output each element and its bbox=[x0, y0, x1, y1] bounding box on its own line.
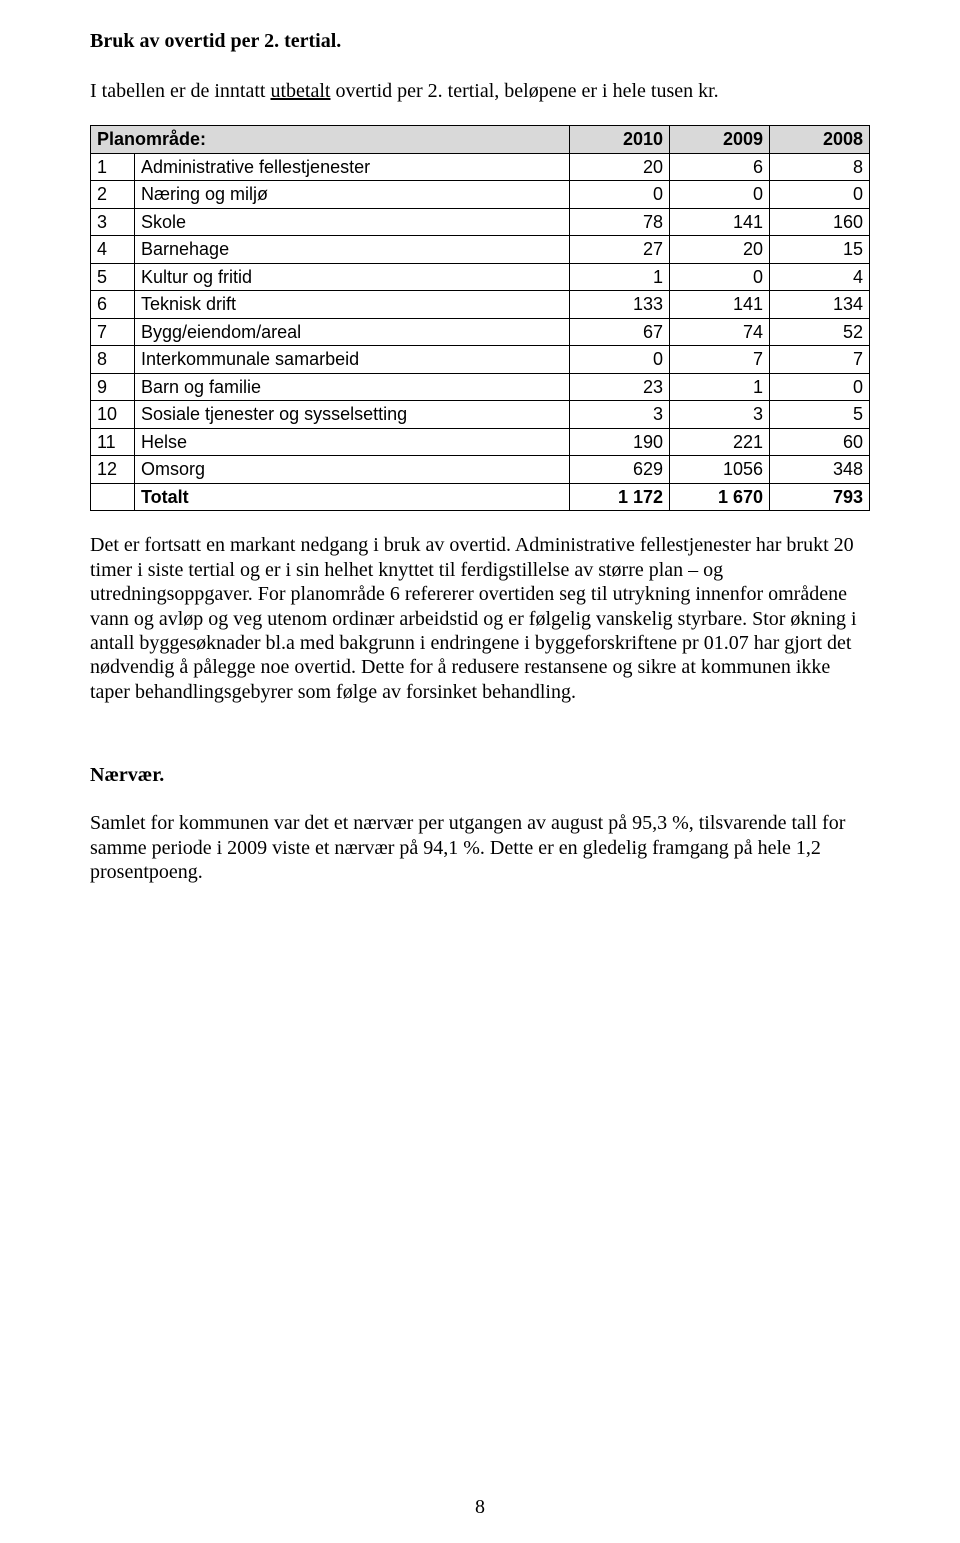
table-row: 6Teknisk drift133141134 bbox=[91, 291, 870, 319]
cell-id: 8 bbox=[91, 346, 135, 374]
cell-y3: 134 bbox=[770, 291, 870, 319]
cell-y1: 27 bbox=[570, 236, 670, 264]
cell-y3: 4 bbox=[770, 263, 870, 291]
cell-name: Kultur og fritid bbox=[135, 263, 570, 291]
table-row: 2Næring og miljø000 bbox=[91, 181, 870, 209]
cell-y1: 0 bbox=[570, 181, 670, 209]
cell-y2: 221 bbox=[670, 428, 770, 456]
th-2010: 2010 bbox=[570, 126, 670, 154]
cell-id: 10 bbox=[91, 401, 135, 429]
cell-name: Bygg/eiendom/areal bbox=[135, 318, 570, 346]
body-paragraph-1: Det er fortsatt en markant nedgang i bru… bbox=[90, 533, 870, 704]
cell-y1: 78 bbox=[570, 208, 670, 236]
cell-id: 11 bbox=[91, 428, 135, 456]
cell-name: Næring og miljø bbox=[135, 181, 570, 209]
cell-y3: 160 bbox=[770, 208, 870, 236]
cell-y2: 74 bbox=[670, 318, 770, 346]
cell-name: Skole bbox=[135, 208, 570, 236]
cell-id bbox=[91, 483, 135, 511]
intro-underlined: utbetalt bbox=[270, 80, 330, 102]
cell-y3: 0 bbox=[770, 373, 870, 401]
th-2008: 2008 bbox=[770, 126, 870, 154]
cell-name: Administrative fellestjenester bbox=[135, 153, 570, 181]
table-row: 9Barn og familie2310 bbox=[91, 373, 870, 401]
cell-name: Omsorg bbox=[135, 456, 570, 484]
table-total-row: Totalt1 1721 670793 bbox=[91, 483, 870, 511]
cell-y3: 7 bbox=[770, 346, 870, 374]
cell-id: 6 bbox=[91, 291, 135, 319]
cell-id: 7 bbox=[91, 318, 135, 346]
cell-y2: 141 bbox=[670, 291, 770, 319]
cell-y2: 7 bbox=[670, 346, 770, 374]
cell-name: Helse bbox=[135, 428, 570, 456]
cell-y1: 3 bbox=[570, 401, 670, 429]
table-header-row: Planområde: 2010 2009 2008 bbox=[91, 126, 870, 154]
cell-name: Interkommunale samarbeid bbox=[135, 346, 570, 374]
table-row: 7Bygg/eiendom/areal677452 bbox=[91, 318, 870, 346]
cell-id: 1 bbox=[91, 153, 135, 181]
cell-y3: 52 bbox=[770, 318, 870, 346]
cell-total-y1: 1 172 bbox=[570, 483, 670, 511]
cell-y1: 23 bbox=[570, 373, 670, 401]
cell-y1: 629 bbox=[570, 456, 670, 484]
cell-id: 2 bbox=[91, 181, 135, 209]
cell-name: Barnehage bbox=[135, 236, 570, 264]
cell-name: Teknisk drift bbox=[135, 291, 570, 319]
cell-y1: 190 bbox=[570, 428, 670, 456]
cell-total-label: Totalt bbox=[135, 483, 570, 511]
cell-id: 5 bbox=[91, 263, 135, 291]
cell-y1: 1 bbox=[570, 263, 670, 291]
table-row: 10Sosiale tjenester og sysselsetting335 bbox=[91, 401, 870, 429]
th-label: Planområde: bbox=[91, 126, 570, 154]
cell-y2: 6 bbox=[670, 153, 770, 181]
cell-name: Barn og familie bbox=[135, 373, 570, 401]
table-row: 3Skole78141160 bbox=[91, 208, 870, 236]
cell-id: 3 bbox=[91, 208, 135, 236]
intro-pre: I tabellen er de inntatt bbox=[90, 80, 270, 102]
cell-y1: 133 bbox=[570, 291, 670, 319]
table-row: 1Administrative fellestjenester2068 bbox=[91, 153, 870, 181]
cell-y2: 0 bbox=[670, 181, 770, 209]
cell-total-y3: 793 bbox=[770, 483, 870, 511]
table-row: 12Omsorg6291056348 bbox=[91, 456, 870, 484]
cell-id: 4 bbox=[91, 236, 135, 264]
cell-y3: 0 bbox=[770, 181, 870, 209]
cell-y3: 8 bbox=[770, 153, 870, 181]
table-row: 8Interkommunale samarbeid077 bbox=[91, 346, 870, 374]
cell-y2: 1 bbox=[670, 373, 770, 401]
cell-y3: 348 bbox=[770, 456, 870, 484]
th-2009: 2009 bbox=[670, 126, 770, 154]
cell-y3: 5 bbox=[770, 401, 870, 429]
cell-y1: 20 bbox=[570, 153, 670, 181]
cell-y2: 0 bbox=[670, 263, 770, 291]
cell-y2: 1056 bbox=[670, 456, 770, 484]
cell-id: 12 bbox=[91, 456, 135, 484]
table-row: 11Helse19022160 bbox=[91, 428, 870, 456]
section-heading-naervaer: Nærvær. bbox=[90, 764, 870, 787]
cell-y2: 141 bbox=[670, 208, 770, 236]
table-row: 4Barnehage272015 bbox=[91, 236, 870, 264]
overtime-table: Planområde: 2010 2009 2008 1Administrati… bbox=[90, 125, 870, 511]
page-number: 8 bbox=[0, 1496, 960, 1519]
cell-name: Sosiale tjenester og sysselsetting bbox=[135, 401, 570, 429]
table-row: 5Kultur og fritid104 bbox=[91, 263, 870, 291]
cell-y3: 60 bbox=[770, 428, 870, 456]
intro-post: overtid per 2. tertial, beløpene er i he… bbox=[330, 80, 718, 102]
cell-y3: 15 bbox=[770, 236, 870, 264]
cell-y2: 20 bbox=[670, 236, 770, 264]
cell-y1: 0 bbox=[570, 346, 670, 374]
body-paragraph-2: Samlet for kommunen var det et nærvær pe… bbox=[90, 811, 870, 884]
cell-total-y2: 1 670 bbox=[670, 483, 770, 511]
intro-text: I tabellen er de inntatt utbetalt overti… bbox=[90, 79, 870, 103]
page-title: Bruk av overtid per 2. tertial. bbox=[90, 30, 870, 53]
cell-y1: 67 bbox=[570, 318, 670, 346]
cell-y2: 3 bbox=[670, 401, 770, 429]
cell-id: 9 bbox=[91, 373, 135, 401]
